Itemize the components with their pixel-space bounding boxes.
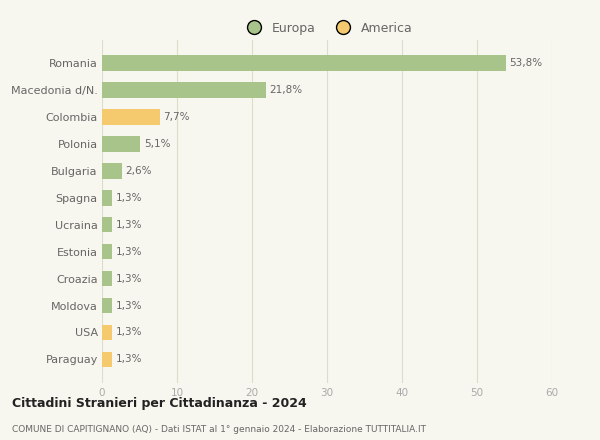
Text: 2,6%: 2,6%	[125, 166, 152, 176]
Text: 1,3%: 1,3%	[116, 327, 142, 337]
Text: Cittadini Stranieri per Cittadinanza - 2024: Cittadini Stranieri per Cittadinanza - 2…	[12, 397, 307, 410]
Bar	[102, 244, 112, 260]
Bar	[102, 163, 122, 179]
Text: 1,3%: 1,3%	[116, 274, 142, 283]
Text: 1,3%: 1,3%	[116, 220, 142, 230]
Bar	[102, 298, 112, 313]
Text: 21,8%: 21,8%	[269, 85, 302, 95]
Bar	[102, 190, 112, 205]
Text: 1,3%: 1,3%	[116, 301, 142, 311]
Text: 1,3%: 1,3%	[116, 246, 142, 257]
Bar	[102, 352, 112, 367]
Bar	[102, 82, 265, 98]
Bar	[102, 325, 112, 340]
Bar	[102, 217, 112, 232]
Bar	[102, 55, 505, 71]
Text: 5,1%: 5,1%	[144, 139, 170, 149]
Bar	[102, 271, 112, 286]
Legend: Europa, America: Europa, America	[236, 17, 418, 40]
Text: 7,7%: 7,7%	[163, 112, 190, 122]
Text: 1,3%: 1,3%	[116, 354, 142, 364]
Text: 53,8%: 53,8%	[509, 58, 542, 68]
Text: COMUNE DI CAPITIGNANO (AQ) - Dati ISTAT al 1° gennaio 2024 - Elaborazione TUTTIT: COMUNE DI CAPITIGNANO (AQ) - Dati ISTAT …	[12, 425, 426, 434]
Text: 1,3%: 1,3%	[116, 193, 142, 203]
Bar	[102, 109, 160, 125]
Bar	[102, 136, 140, 152]
